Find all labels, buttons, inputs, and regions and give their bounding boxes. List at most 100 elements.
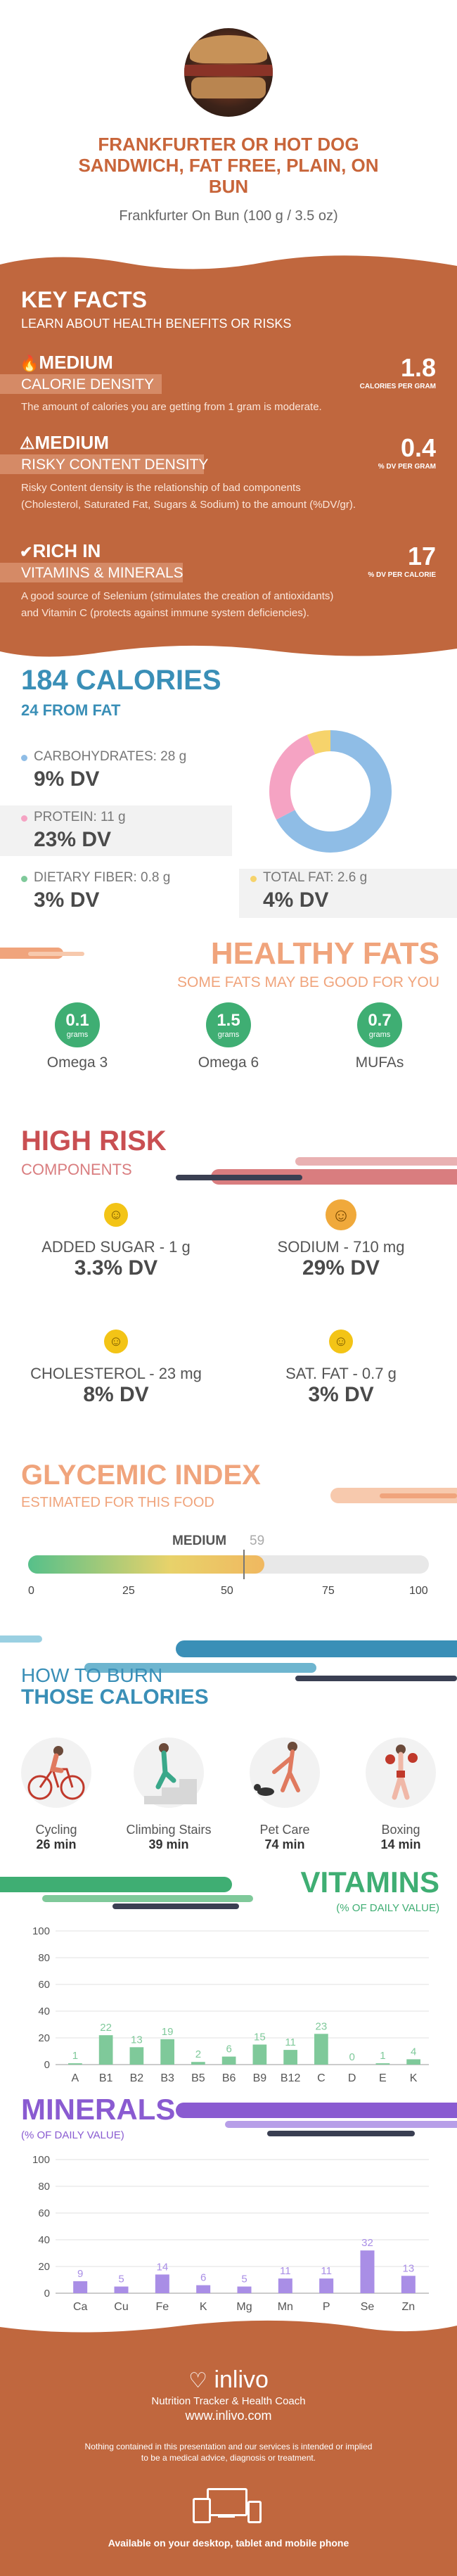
y-tick-label: 40 (38, 2006, 50, 2017)
minerals-title: MINERALS (21, 2093, 176, 2126)
fact-value: 1.8 (400, 353, 436, 382)
serving-subtitle: Frankfurter On Bun (100 g / 3.5 oz) (119, 208, 338, 224)
glycemic-level: MEDIUM (172, 1534, 227, 1548)
level-label: MEDIUM (39, 352, 113, 373)
key-fact-calorie-density: 🔥MEDIUM CALORIE DENSITY 1.8 CALORIES PER… (0, 346, 457, 416)
key-fact-risky-content: ⚠MEDIUM RISKY CONTENT DENSITY 0.4 % DV P… (0, 426, 457, 518)
bar-B9 (252, 2044, 267, 2065)
x-category-label: Ca (73, 2301, 88, 2313)
healthy-fats-section: HEALTHY FATS SOME FATS MAY BE GOOD FOR Y… (0, 932, 457, 1101)
bar-Zn (401, 2276, 416, 2293)
x-category-label: A (72, 2072, 79, 2084)
x-category-label: B1 (99, 2072, 113, 2084)
page-title-line-1: FRANKFURTER OR HOT DOG (98, 134, 359, 155)
fact-label-bg (0, 563, 183, 582)
cholesterol-label: CHOLESTEROL - 23 mg (30, 1365, 202, 1382)
minerals-stripe-2 (225, 2121, 457, 2128)
level-label: RICH IN (32, 540, 101, 561)
fat-row: TOTAL FAT: 2.6 g 4% DV (239, 869, 457, 918)
glycemic-value: 59 (250, 1534, 265, 1548)
high-risk-stripe-1 (211, 1169, 457, 1185)
bar-value-label: 11 (280, 2265, 291, 2277)
check-icon: ✔ (20, 543, 33, 561)
key-facts-section: KEY FACTS LEARN ABOUT HEALTH BENEFITS OR… (0, 277, 457, 643)
pet-care-time: 74 min (264, 1837, 305, 1851)
smiley-icon: ☺ (329, 1330, 353, 1353)
fact-label: VITAMINS & MINERALS (21, 565, 184, 581)
activity-cycling: Cycling 26 min (7, 1734, 105, 1852)
donut-slice-fat (269, 730, 392, 853)
x-category-label: C (317, 2072, 326, 2084)
cycling-label: Cycling (35, 1823, 77, 1837)
smiley-icon: ☺ (104, 1330, 128, 1353)
x-category-label: B2 (130, 2072, 144, 2084)
glycemic-section: GLYCEMIC INDEX ESTIMATED FOR THIS FOOD M… (0, 1460, 457, 1621)
footer: ♡ inlivo Nutrition Tracker & Health Coac… (0, 2338, 457, 2576)
fat-dv: 4% DV (263, 888, 329, 912)
bar-value-label: 22 (100, 2022, 112, 2034)
bar-C (314, 2034, 328, 2065)
y-tick-label: 100 (32, 1925, 50, 1937)
climbing-stairs-time: 39 min (148, 1837, 189, 1851)
bar-B12 (283, 2050, 297, 2065)
calories-from-fat: 24 FROM FAT (21, 701, 121, 719)
minerals-subtitle: (% OF DAILY VALUE) (21, 2129, 124, 2141)
fact-description-line-2: (Cholesterol, Saturated Fat, Sugars & So… (21, 499, 356, 511)
mufas-value: 0.7 (368, 1011, 392, 1030)
omega-3: 0.1 grams Omega 3 (35, 1002, 120, 1071)
cholesterol-dv: 8% DV (83, 1383, 149, 1406)
omega-6: 1.5 grams Omega 6 (186, 1002, 271, 1071)
brand-url[interactable]: www.inlivo.com (185, 2409, 272, 2423)
glycemic-tick-100: 100 (409, 1585, 428, 1597)
pet-care-label: Pet Care (259, 1823, 310, 1837)
x-category-label: K (410, 2072, 418, 2084)
healthy-fats-title: HEALTHY FATS (210, 936, 439, 971)
header: FRANKFURTER OR HOT DOG SANDWICH, FAT FRE… (0, 0, 457, 239)
glycemic-marker (243, 1550, 245, 1579)
page-title-line-3: BUN (208, 176, 249, 197)
footer-top-wave (0, 2320, 457, 2340)
mufas: 0.7 grams MUFAs (337, 1002, 422, 1071)
bar-A (68, 2063, 82, 2065)
bar-P (319, 2278, 334, 2293)
fiber-label: DIETARY FIBER: 0.8 g (34, 870, 171, 885)
fact-label-bg (0, 374, 162, 394)
sodium-dv: 29% DV (302, 1256, 380, 1280)
y-tick-label: 60 (38, 1979, 50, 1991)
x-category-label: Mn (278, 2301, 293, 2313)
bar-Cu (114, 2286, 129, 2293)
mufas-badge: 0.7 grams (357, 1002, 402, 1047)
y-tick-label: 80 (38, 2181, 50, 2193)
boxing-icon (366, 1737, 436, 1808)
level-label: MEDIUM (34, 432, 109, 453)
activity-boxing: Boxing 14 min (352, 1734, 450, 1852)
x-category-label: B6 (222, 2072, 236, 2084)
fact-value: 0.4 (400, 433, 436, 462)
bar-value-label: 1 (380, 2050, 385, 2062)
omega-3-label: Omega 3 (46, 1054, 108, 1071)
bar-Mn (278, 2278, 292, 2293)
bar-B1 (98, 2035, 113, 2065)
bar-value-label: 5 (241, 2274, 247, 2285)
bar-value-label: 32 (361, 2237, 373, 2249)
devices-icon (190, 2488, 267, 2523)
glycemic-fill (28, 1555, 265, 1574)
cholesterol: ☺ CHOLESTEROL - 23 mg 8% DV (14, 1330, 218, 1407)
x-category-label: B3 (160, 2072, 174, 2084)
glycemic-tick-0: 0 (28, 1585, 34, 1597)
bar-B3 (160, 2039, 174, 2065)
x-category-label: P (323, 2301, 330, 2313)
bar-K (406, 2059, 420, 2065)
bar-value-label: 4 (411, 2046, 416, 2058)
carbs-row: CARBOHYDRATES: 28 g 9% DV (0, 748, 232, 797)
x-category-label: D (348, 2072, 356, 2084)
burn-section: HOW TO BURN THOSE CALORIES Cycling 26 mi… (0, 1632, 457, 1857)
x-category-label: Zn (401, 2301, 415, 2313)
heart-logo-icon: ♡ (188, 2369, 207, 2392)
key-facts-bottom-wave (0, 642, 457, 657)
calories-title: 184 CALORIES (21, 665, 221, 696)
bar-B5 (191, 2062, 205, 2065)
sat-fat-label: SAT. FAT - 0.7 g (285, 1365, 397, 1382)
x-category-label: Fe (155, 2301, 169, 2313)
bar-value-label: 11 (321, 2265, 332, 2277)
